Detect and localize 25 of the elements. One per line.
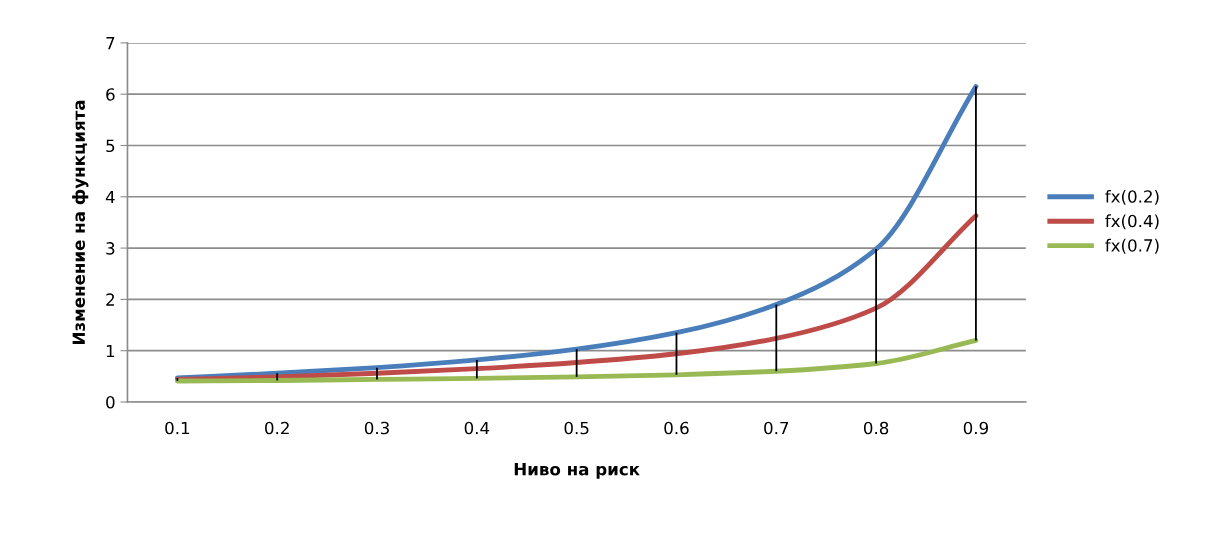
legend-label: fx(0.7) xyxy=(1105,238,1159,254)
x-tick-label: 0.9 xyxy=(963,421,988,435)
y-tick-label: 5 xyxy=(106,139,115,153)
y-tick-label: 3 xyxy=(106,242,115,255)
x-tick-label: 0.7 xyxy=(764,421,789,435)
line-series xyxy=(174,84,979,381)
x-tick-label: 0.4 xyxy=(464,421,490,435)
x-tick-label: 0.6 xyxy=(664,421,689,435)
line-series xyxy=(174,338,979,384)
legend-label: fx(0.2) xyxy=(1105,189,1159,205)
y-tick-label: 7 xyxy=(106,37,115,50)
x-tick-label: 0.2 xyxy=(265,421,289,435)
x-tick-label: 0.8 xyxy=(863,421,889,435)
y-tick-label: 1 xyxy=(106,344,115,358)
x-axis-title: Ниво на риск xyxy=(514,463,640,479)
x-tick-label: 0.1 xyxy=(165,421,190,435)
y-tick-label: 6 xyxy=(106,88,115,101)
y-tick-label: 0 xyxy=(106,395,115,409)
line-series xyxy=(174,213,979,382)
y-tick-label: 4 xyxy=(105,190,115,204)
x-tick-label: 0.3 xyxy=(364,421,389,435)
x-tick-label: 0.5 xyxy=(564,421,589,435)
y-axis-title: Изменение на функцията xyxy=(72,100,89,344)
legend-label: fx(0.4) xyxy=(1105,214,1159,230)
y-tick-label: 2 xyxy=(106,293,114,306)
